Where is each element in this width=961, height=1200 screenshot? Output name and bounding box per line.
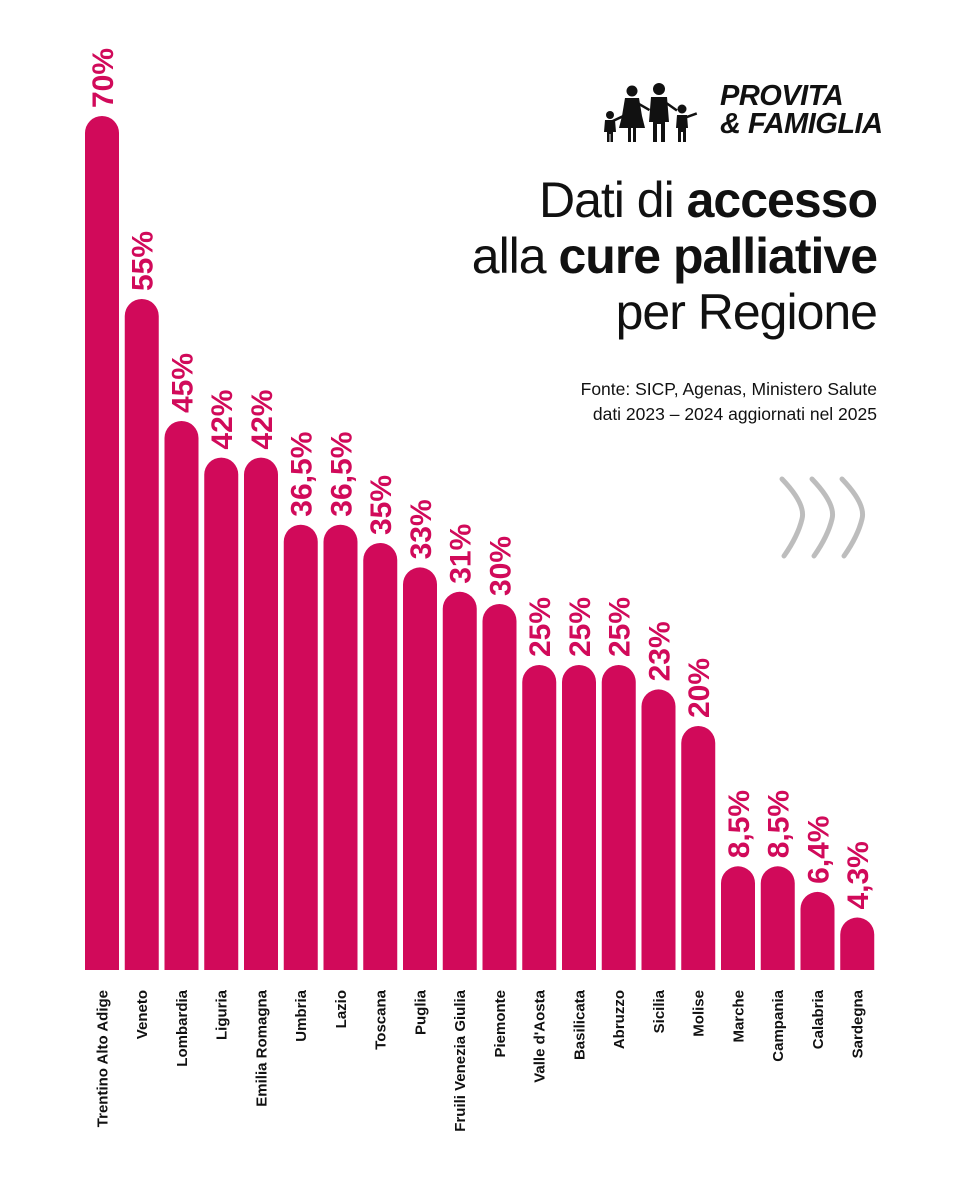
- bar-abruzzo: [601, 665, 636, 970]
- title-line-2: alla cure palliative: [471, 228, 878, 284]
- title-line-1-regular: Dati di: [538, 172, 687, 228]
- value-label: 55%: [127, 231, 160, 291]
- value-label: 42%: [246, 390, 279, 450]
- bar-puglia: [403, 567, 437, 970]
- category-label: Calabria: [810, 989, 827, 1049]
- bar-toscana: [363, 543, 398, 970]
- value-label: 25%: [564, 597, 597, 657]
- category-label: Marche: [730, 990, 747, 1043]
- bar-valle-d-aosta: [522, 665, 557, 970]
- bar-molise: [681, 726, 716, 970]
- title-line-3-regular: per Regione: [615, 284, 878, 340]
- category-label: Umbria: [293, 989, 310, 1041]
- chart-title: Dati di accesso alla cure palliative per…: [471, 172, 878, 340]
- value-label: 42%: [206, 390, 239, 450]
- category-label: Veneto: [134, 990, 151, 1039]
- value-label: 33%: [405, 499, 438, 559]
- category-label: Puglia: [412, 989, 429, 1035]
- bar-lombardia: [164, 421, 199, 970]
- bar-fruili-venezia-giulia: [442, 591, 477, 970]
- bar-veneto: [124, 299, 159, 971]
- title-line-2-bold: cure palliative: [558, 228, 878, 284]
- category-label: Basilicata: [571, 989, 588, 1060]
- value-label: 25%: [524, 597, 557, 657]
- category-label: Emilia Romagna: [253, 989, 270, 1106]
- category-label: Liguria: [214, 989, 231, 1040]
- title-line-1: Dati di accesso: [472, 172, 878, 228]
- bar-sardegna: [840, 917, 875, 970]
- category-label: Toscana: [373, 989, 390, 1049]
- bar-umbria: [283, 524, 318, 970]
- value-label: 31%: [445, 524, 478, 584]
- bar-sicilia: [641, 689, 676, 970]
- value-label: 4,3%: [842, 841, 875, 909]
- value-label: 8,5%: [723, 790, 756, 858]
- bar-emilia-romagna: [244, 457, 278, 970]
- brand-name-line2: & FAMIGLIA: [720, 108, 883, 140]
- value-label: 30%: [484, 536, 517, 596]
- bar-trentino-alto-adige: [85, 116, 119, 970]
- category-label: Sicilia: [651, 989, 668, 1033]
- value-label: 45%: [166, 353, 199, 413]
- category-label: Campania: [770, 989, 787, 1061]
- value-label: 20%: [683, 658, 716, 718]
- bar-marche: [721, 866, 755, 970]
- bar-campania: [760, 866, 795, 970]
- family-silhouette-icon: [604, 83, 698, 142]
- source-line-2: dati 2023 – 2024 aggiornati nel 2025: [592, 404, 877, 424]
- category-label: Trentino Alto Adige: [94, 990, 111, 1127]
- brand-name: PROVITA & FAMIGLIA: [720, 80, 883, 140]
- value-label: 25%: [604, 597, 637, 657]
- bar-piemonte: [482, 604, 517, 970]
- value-label: 36,5%: [286, 432, 319, 517]
- category-label: Molise: [691, 990, 708, 1037]
- category-label: Abruzzo: [611, 990, 628, 1049]
- value-label: 70%: [87, 48, 120, 108]
- value-label: 8,5%: [763, 790, 796, 858]
- title-line-3: per Regione: [472, 284, 878, 340]
- bar-liguria: [204, 457, 239, 970]
- brand-name-line1: PROVITA: [720, 80, 844, 112]
- value-label: 36,5%: [325, 432, 358, 517]
- category-label: Sardegna: [850, 989, 867, 1058]
- bar-calabria: [800, 891, 835, 970]
- category-label: Lombardia: [174, 989, 191, 1066]
- bar-basilicata: [562, 665, 596, 970]
- title-line-2-regular: alla: [471, 228, 559, 284]
- category-label: Piemonte: [492, 990, 509, 1058]
- bar-lazio: [323, 524, 358, 970]
- category-label: Valle d'Aosta: [532, 989, 549, 1082]
- value-label: 23%: [643, 621, 676, 681]
- value-label: 6,4%: [802, 816, 835, 884]
- chevrons-right-icon: [779, 476, 866, 559]
- category-label: Fruili Venezia Giulia: [452, 989, 469, 1131]
- provita-famiglia-logo: PROVITA & FAMIGLIA: [598, 80, 888, 144]
- category-label: Lazio: [333, 990, 350, 1028]
- title-line-1-bold: accesso: [686, 172, 878, 228]
- source-note: Fonte: SICP, Agenas, Ministero Salute da…: [581, 377, 877, 427]
- value-label: 35%: [365, 475, 398, 535]
- source-line-1: Fonte: SICP, Agenas, Ministero Salute: [580, 379, 877, 399]
